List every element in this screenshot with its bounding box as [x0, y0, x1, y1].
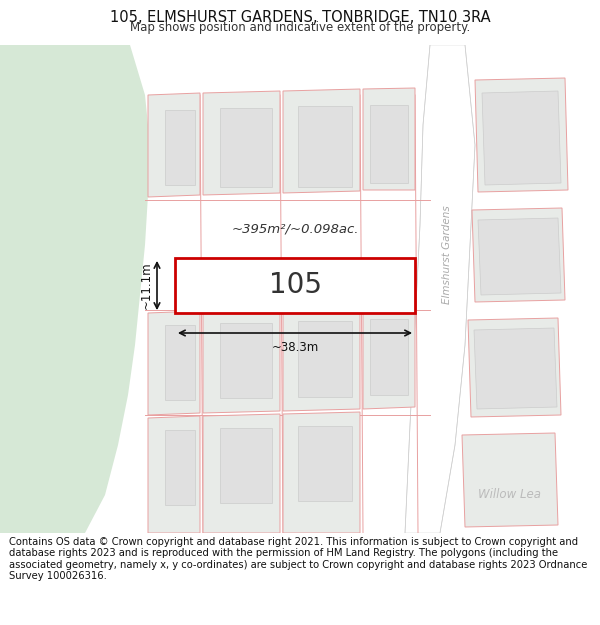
Polygon shape — [175, 258, 415, 313]
Polygon shape — [298, 426, 352, 501]
Polygon shape — [468, 318, 561, 417]
Polygon shape — [165, 325, 195, 400]
Polygon shape — [0, 45, 150, 533]
Polygon shape — [474, 328, 557, 409]
Polygon shape — [475, 78, 568, 192]
Polygon shape — [482, 91, 561, 185]
Polygon shape — [298, 106, 352, 187]
Polygon shape — [363, 306, 415, 409]
Text: Willow Lea: Willow Lea — [479, 489, 542, 501]
Polygon shape — [203, 309, 280, 413]
Polygon shape — [165, 430, 195, 505]
Polygon shape — [478, 218, 561, 295]
Text: Elmshurst Gardens: Elmshurst Gardens — [442, 206, 452, 304]
Text: ~11.1m: ~11.1m — [140, 262, 153, 309]
Polygon shape — [148, 93, 200, 197]
Polygon shape — [298, 321, 352, 397]
Polygon shape — [363, 88, 415, 190]
Polygon shape — [203, 414, 280, 533]
Polygon shape — [283, 307, 360, 411]
Polygon shape — [283, 89, 360, 193]
Polygon shape — [462, 433, 558, 527]
Polygon shape — [148, 416, 200, 533]
Text: 105, ELMSHURST GARDENS, TONBRIDGE, TN10 3RA: 105, ELMSHURST GARDENS, TONBRIDGE, TN10 … — [110, 10, 490, 25]
Text: Map shows position and indicative extent of the property.: Map shows position and indicative extent… — [130, 21, 470, 34]
Polygon shape — [203, 91, 280, 195]
Polygon shape — [165, 110, 195, 185]
Polygon shape — [283, 412, 360, 533]
Text: ~38.3m: ~38.3m — [271, 341, 319, 354]
Polygon shape — [472, 208, 565, 302]
Polygon shape — [220, 428, 272, 503]
Polygon shape — [220, 108, 272, 187]
Polygon shape — [370, 319, 408, 395]
Text: ~395m²/~0.098ac.: ~395m²/~0.098ac. — [231, 222, 359, 235]
Text: 105: 105 — [269, 271, 322, 299]
Polygon shape — [148, 311, 200, 415]
Text: Contains OS data © Crown copyright and database right 2021. This information is : Contains OS data © Crown copyright and d… — [9, 537, 587, 581]
Polygon shape — [405, 45, 475, 533]
Polygon shape — [370, 105, 408, 183]
Polygon shape — [220, 323, 272, 398]
